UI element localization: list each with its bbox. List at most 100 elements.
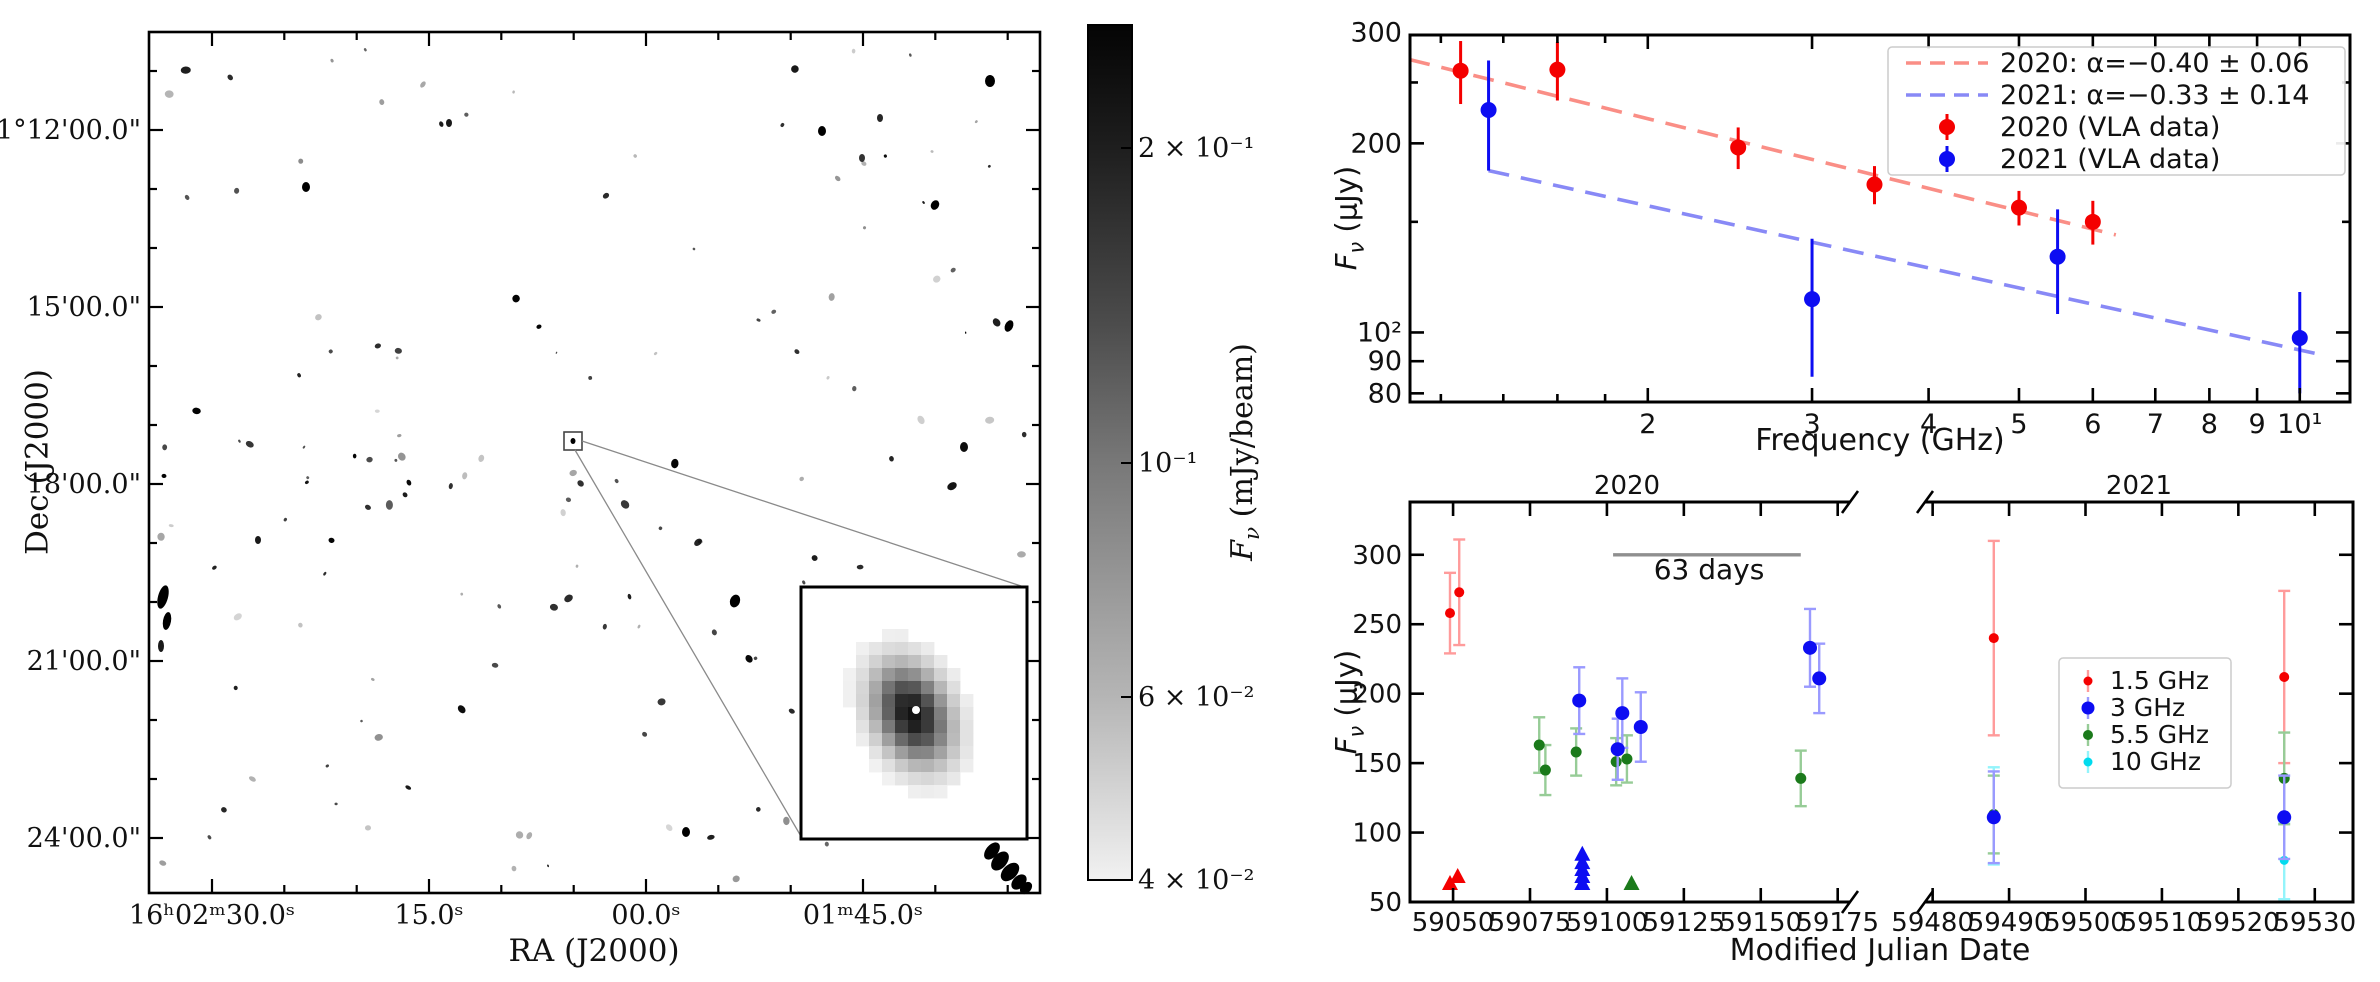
data-point <box>1480 101 1497 118</box>
tick-label: 100 <box>1352 819 1402 849</box>
data-point <box>1445 608 1455 619</box>
tick-label: 250 <box>1352 610 1402 640</box>
tick-label: 59510 <box>2121 908 2204 938</box>
tick-label: -11°12'00.0" <box>0 115 141 146</box>
legend-marker <box>2083 730 2093 740</box>
source-peak-dot <box>912 706 920 714</box>
data-point <box>2084 213 2101 230</box>
legend-box <box>1887 46 2346 176</box>
tick-label: 80 <box>1368 378 1402 409</box>
data-point <box>1454 587 1465 598</box>
tick-label: 7 <box>2147 409 2164 440</box>
spectrum-ylabel: Fν (μJy) <box>1329 165 1369 271</box>
sky-map-panel: 16ʰ02ᵐ30.0ˢ 15.0ˢ 00.0ˢ 01ᵐ45.0ˢ -11°12'00.0… <box>0 30 1042 931</box>
spectrum-xlabel: Frequency (GHz) <box>1755 423 2005 458</box>
data-point <box>1610 756 1622 768</box>
axis-break-mark <box>1915 490 1935 514</box>
data-point <box>1730 139 1747 156</box>
tick-label: 59100 <box>1566 908 1649 938</box>
lightcurve-ylabel: Fν (μJy) <box>1329 649 1369 755</box>
tick-label: 2 <box>1639 409 1656 440</box>
tick-label: 200 <box>1352 680 1402 710</box>
legend-box <box>2058 657 2232 789</box>
series-1-5-ghz <box>1442 538 2291 890</box>
series-2020-vla-data- <box>1452 41 2101 245</box>
colorbar: 2 × 10⁻¹ 10⁻¹ 6 × 10⁻² 4 × 10⁻² <box>1087 24 1254 896</box>
legend-label: 10 GHz <box>2110 747 2201 776</box>
spectrum-ticks <box>1410 33 2350 402</box>
tick-label: 59150 <box>1719 908 1802 938</box>
data-point <box>1804 291 1821 308</box>
tick-label: 59175 <box>1796 908 1879 938</box>
tick-label: 59050 <box>1412 908 1495 938</box>
upper-limit-marker <box>1623 874 1640 890</box>
series-2021-vla-data- <box>1480 60 2308 394</box>
year-label-2020: 2020 <box>1593 471 1661 501</box>
map-ticks <box>149 32 1040 893</box>
data-point <box>1866 176 1883 193</box>
data-point <box>1539 764 1551 776</box>
legend-label: 2020: α=−0.40 ± 0.06 <box>2000 48 2309 79</box>
map-xlabel: RA (J2000) <box>508 933 680 969</box>
series-3-ghz <box>1572 607 2292 890</box>
tick-label: 150 <box>1352 749 1402 779</box>
fit-line <box>1488 168 2324 357</box>
tick-label: 59490 <box>1968 908 2051 938</box>
data-point <box>1572 693 1587 708</box>
data-point <box>1621 753 1633 765</box>
tick-label: 9 <box>2248 409 2265 440</box>
axis-break-mark <box>1915 890 1935 914</box>
zoom-inset <box>799 585 1029 841</box>
data-point <box>2010 199 2027 216</box>
data-point <box>1549 61 1566 78</box>
map-frame <box>147 30 1042 895</box>
tick-label: 59125 <box>1642 908 1725 938</box>
inset-border <box>799 585 1029 841</box>
data-point <box>1615 706 1630 721</box>
lightcurve-xlabel: Modified Julian Date <box>1729 933 2031 968</box>
legend-label: 1.5 GHz <box>2110 666 2209 695</box>
legend-marker <box>2083 676 2093 686</box>
tick-label: 00.0ˢ <box>611 900 680 931</box>
tick-label: 16ʰ02ᵐ30.0ˢ <box>129 900 295 931</box>
tick-label: 59520 <box>2197 908 2280 938</box>
inset-connector-line <box>581 440 1028 589</box>
data-point <box>1610 742 1625 757</box>
upper-limit-marker <box>1574 854 1591 870</box>
tick-label: 24'00.0" <box>27 823 141 854</box>
tick-label: 10¹ <box>2277 409 2322 440</box>
lightcurve-ticks <box>1410 502 2353 904</box>
data-point <box>1533 739 1545 751</box>
map-ylabel: Dec (J2000) <box>19 369 56 555</box>
tick-label: 50 <box>1369 888 1402 918</box>
legend-marker <box>2081 701 2095 715</box>
data-point <box>1812 671 1827 686</box>
data-point <box>1633 720 1648 734</box>
tick-label: 59500 <box>2044 908 2127 938</box>
tick-label: 01ᵐ45.0ˢ <box>803 900 923 931</box>
axis-break-mark <box>1840 890 1860 914</box>
legend-marker <box>2083 757 2093 767</box>
tick-label: 3 <box>1803 409 1820 440</box>
colorbar-label-nu: ν <box>1240 526 1266 541</box>
data-point <box>2291 329 2308 346</box>
legend-label: 3 GHz <box>2110 693 2185 722</box>
legend-label: 2021 (VLA data) <box>2000 144 2220 175</box>
legend-marker <box>1939 119 1955 135</box>
upper-limit-marker <box>1449 868 1466 883</box>
data-point <box>1570 746 1582 758</box>
lightcurve-frame <box>1408 500 2355 904</box>
data-point <box>1986 810 2001 825</box>
axis-break-mark <box>1840 490 1860 514</box>
tick-label: 15'00.0" <box>27 292 141 323</box>
tick-label: 59075 <box>1489 908 1572 938</box>
legend-label: 5.5 GHz <box>2110 720 2209 749</box>
tick-label: 15.0ˢ <box>394 900 463 931</box>
data-point <box>1795 772 1807 784</box>
colorbar-gradient <box>1087 24 1133 881</box>
annotation-63-days: 63 days <box>1653 553 1765 586</box>
